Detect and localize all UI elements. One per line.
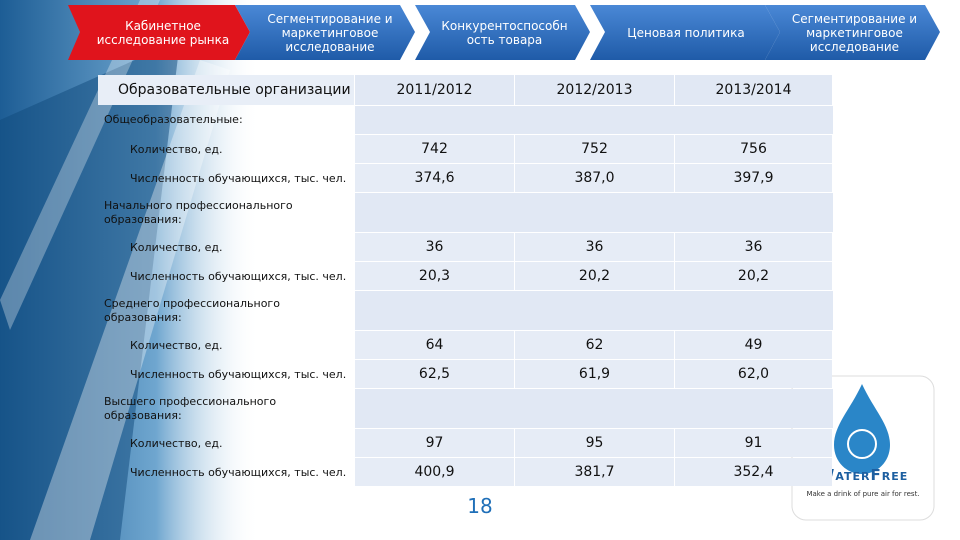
section-fill	[355, 291, 833, 330]
value-cell: 49	[675, 331, 832, 359]
row-label: Численность обучающихся, тыс. чел.	[130, 171, 347, 185]
value-cell: 397,9	[675, 164, 832, 192]
value-cell: 381,7	[515, 458, 674, 486]
value-cell: 62,5	[355, 360, 514, 388]
header-cell: 2012/2013	[515, 75, 674, 105]
header-cell: Образовательные организации	[98, 75, 354, 105]
logo-name: WaterFree	[817, 466, 909, 484]
section-title: Общеобразовательные:	[104, 113, 243, 126]
value-cell: 752	[515, 135, 674, 163]
header-cell: 2011/2012	[355, 75, 514, 105]
value-cell: 756	[675, 135, 832, 163]
nav-step: Сегментирование и маркетинговое исследов…	[791, 11, 918, 54]
section-title: Начального профессионального образования…	[104, 198, 293, 226]
nav-step: Конкурентоспособн ость товара	[441, 18, 568, 47]
section-title: Высшего профессионального образования:	[104, 394, 277, 422]
value-cell: 400,9	[355, 458, 514, 486]
value-cell: 97	[355, 429, 514, 457]
logo-tagline: Make a drink of pure air for rest.	[806, 490, 920, 498]
row-label: Численность обучающихся, тыс. чел.	[130, 367, 347, 381]
value-cell: 742	[355, 135, 514, 163]
value-cell: 36	[355, 233, 514, 261]
value-cell: 61,9	[515, 360, 674, 388]
value-cell: 20,2	[515, 262, 674, 290]
value-cell: 20,2	[675, 262, 832, 290]
row-label: Количество, ед.	[130, 142, 223, 156]
value-cell: 91	[675, 429, 832, 457]
header-cell: 2013/2014	[675, 75, 832, 105]
value-cell: 62,0	[675, 360, 832, 388]
section-fill	[355, 389, 833, 428]
row-label: Количество, ед.	[130, 240, 223, 254]
value-cell: 36	[675, 233, 832, 261]
nav-step: Кабинетное исследование рынка	[96, 18, 230, 47]
value-cell: 62	[515, 331, 674, 359]
page-number: 18	[467, 494, 493, 518]
section-fill	[355, 193, 833, 232]
row-label: Количество, ед.	[130, 338, 223, 352]
section-title: Среднего профессионального образования:	[104, 296, 280, 324]
value-cell: 20,3	[355, 262, 514, 290]
value-cell: 374,6	[355, 164, 514, 192]
value-cell: 387,0	[515, 164, 674, 192]
row-label: Численность обучающихся, тыс. чел.	[130, 269, 347, 283]
value-cell: 352,4	[675, 458, 832, 486]
row-label: Численность обучающихся, тыс. чел.	[130, 465, 347, 479]
value-cell: 95	[515, 429, 674, 457]
value-cell: 64	[355, 331, 514, 359]
row-label: Количество, ед.	[130, 436, 223, 450]
nav-step: Ценовая политика	[627, 25, 745, 40]
section-fill	[355, 106, 833, 134]
nav-step: Сегментирование и маркетинговое исследов…	[267, 11, 393, 54]
value-cell: 36	[515, 233, 674, 261]
